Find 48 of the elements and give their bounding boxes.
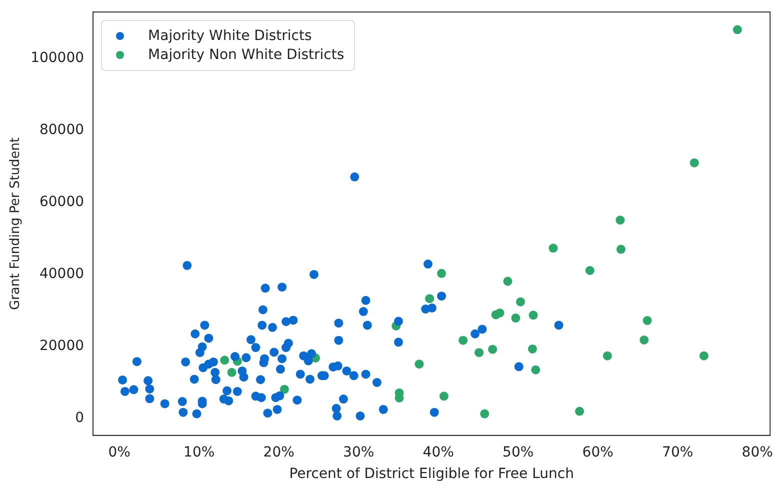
point bbox=[575, 406, 584, 416]
y-axis-title: Grant Funding Per Student bbox=[8, 137, 24, 310]
point bbox=[458, 336, 468, 345]
y-tick-label: 100000 bbox=[30, 50, 84, 66]
x-tick-label: 0% bbox=[108, 444, 130, 460]
point bbox=[528, 344, 537, 354]
point bbox=[690, 158, 699, 168]
y-tick-label: 80000 bbox=[39, 122, 84, 138]
point bbox=[699, 351, 708, 360]
point bbox=[585, 266, 594, 276]
x-tick-label: 70% bbox=[662, 444, 694, 460]
point bbox=[220, 356, 230, 365]
point bbox=[425, 294, 434, 304]
point bbox=[548, 244, 558, 253]
point bbox=[531, 365, 540, 374]
point bbox=[528, 310, 538, 320]
point bbox=[616, 216, 625, 225]
point bbox=[732, 25, 742, 34]
x-tick-label: 10% bbox=[184, 444, 215, 460]
point bbox=[511, 314, 520, 323]
x-tick-label: 30% bbox=[343, 444, 374, 460]
point bbox=[602, 351, 612, 360]
x-axis-title: Percent of District Eligible for Free Lunch bbox=[289, 466, 574, 482]
x-tick-label: 60% bbox=[582, 444, 614, 460]
point bbox=[280, 384, 289, 394]
point bbox=[227, 368, 236, 377]
y-tick-label: 20000 bbox=[39, 338, 84, 354]
point bbox=[642, 316, 652, 326]
x-tick-label: 50% bbox=[502, 444, 534, 460]
point bbox=[616, 244, 626, 254]
y-tick-label: 40000 bbox=[39, 266, 84, 282]
point bbox=[516, 297, 525, 306]
x-tick-label: 40% bbox=[422, 444, 454, 460]
point bbox=[474, 348, 484, 358]
y-tick-label: 60000 bbox=[39, 194, 84, 210]
point bbox=[439, 392, 448, 401]
legend-label: Majority Non White Districts bbox=[148, 47, 344, 63]
point bbox=[488, 344, 498, 354]
legend-label: Majority White Districts bbox=[148, 28, 312, 44]
point bbox=[640, 335, 649, 344]
x-tick-label: 80% bbox=[742, 444, 773, 460]
point bbox=[495, 308, 504, 318]
y-tick-label: 0 bbox=[75, 410, 84, 426]
x-tick-label: 20% bbox=[263, 444, 294, 460]
point bbox=[414, 360, 424, 369]
point bbox=[480, 409, 490, 418]
point bbox=[503, 276, 512, 286]
point bbox=[437, 268, 446, 278]
